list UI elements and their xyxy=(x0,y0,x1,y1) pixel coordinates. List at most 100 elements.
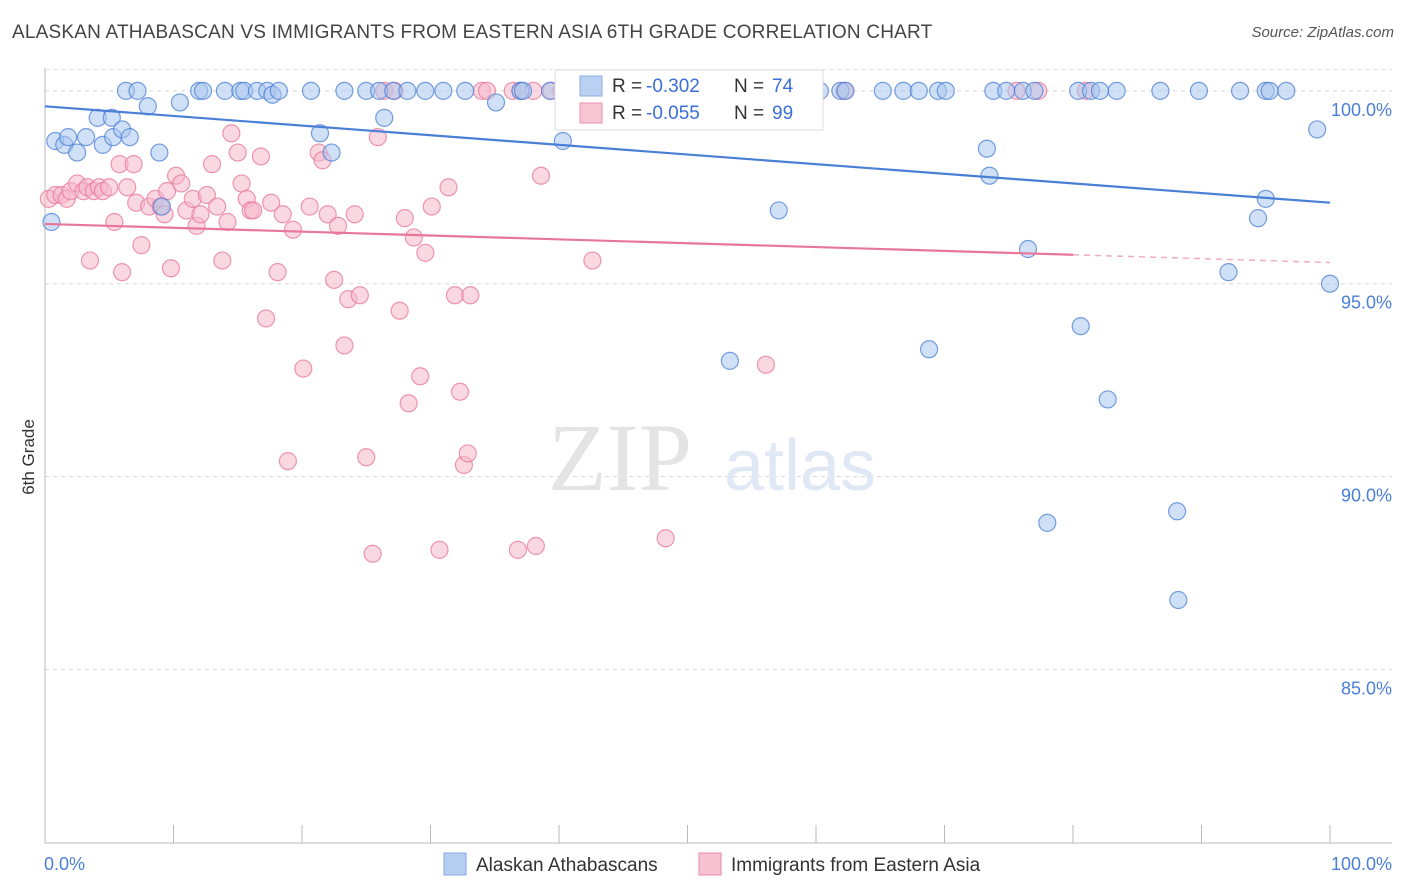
point-eastern-asia xyxy=(318,205,337,224)
watermark-atlas: atlas xyxy=(724,426,876,506)
point-athabascan xyxy=(997,81,1016,100)
point-eastern-asia xyxy=(399,394,418,413)
trend-line-solid xyxy=(44,222,1074,256)
point-eastern-asia xyxy=(251,147,270,166)
legend-swatch-blue xyxy=(579,75,603,97)
point-eastern-asia xyxy=(112,263,132,282)
point-athabascan xyxy=(909,81,928,100)
point-eastern-asia xyxy=(262,193,281,212)
point-eastern-asia xyxy=(278,452,297,471)
point-eastern-asia xyxy=(191,205,210,224)
legend-r-label-2: R = xyxy=(612,103,642,124)
trend-lines xyxy=(44,105,1331,264)
point-eastern-asia xyxy=(172,174,191,193)
point-athabascan xyxy=(1107,81,1126,100)
point-athabascan xyxy=(1098,390,1117,409)
point-eastern-asia xyxy=(222,124,241,143)
point-athabascan xyxy=(150,143,169,162)
point-athabascan xyxy=(1167,502,1187,521)
point-eastern-asia xyxy=(363,544,382,563)
point-eastern-asia xyxy=(395,209,414,228)
point-eastern-asia xyxy=(422,197,441,216)
gridlines xyxy=(45,69,1392,670)
point-eastern-asia xyxy=(100,178,119,197)
point-eastern-asia xyxy=(357,448,376,467)
point-eastern-asia xyxy=(268,263,287,282)
point-eastern-asia xyxy=(328,216,348,235)
y-tick-label: 100.0% xyxy=(1331,100,1392,120)
point-athabascan xyxy=(919,340,939,359)
point-eastern-asia xyxy=(208,197,227,216)
point-eastern-asia xyxy=(526,536,545,556)
point-athabascan xyxy=(1219,263,1238,282)
x-tick-label: 100.0% xyxy=(1331,854,1392,874)
point-eastern-asia xyxy=(390,301,409,320)
point-athabascan xyxy=(513,81,533,100)
legend-swatch-pink xyxy=(579,102,603,124)
point-eastern-asia xyxy=(80,251,100,270)
point-eastern-asia xyxy=(450,382,470,401)
legend-r-label-1: R = xyxy=(612,76,642,97)
bottom-legend: Alaskan Athabascans Immigrants from East… xyxy=(443,852,981,876)
point-athabascan xyxy=(486,93,506,112)
point-eastern-asia xyxy=(335,336,354,355)
point-athabascan xyxy=(375,108,394,127)
y-tick-label: 95.0% xyxy=(1341,293,1392,313)
point-athabascan xyxy=(1308,120,1327,139)
point-athabascan xyxy=(1260,81,1279,100)
point-athabascan xyxy=(120,128,139,147)
legend-n-label-2: N = xyxy=(734,103,764,124)
y-tick-label: 85.0% xyxy=(1341,678,1392,698)
legend-n-label-1: N = xyxy=(734,76,764,97)
legend-n-value-1: 74 xyxy=(772,76,794,97)
point-athabascan xyxy=(138,97,157,116)
point-eastern-asia xyxy=(656,529,675,548)
chart-title: ALASKAN ATHABASCAN VS IMMIGRANTS FROM EA… xyxy=(12,22,933,43)
y-axis-label: 6th Grade xyxy=(19,419,38,495)
point-eastern-asia xyxy=(132,236,151,255)
point-eastern-asia xyxy=(232,174,251,193)
point-athabascan xyxy=(193,81,213,100)
point-eastern-asia xyxy=(461,286,480,305)
point-eastern-asia xyxy=(368,128,387,147)
point-athabascan xyxy=(1320,274,1340,293)
point-eastern-asia xyxy=(411,367,430,386)
point-eastern-asia xyxy=(197,185,217,205)
point-athabascan xyxy=(1169,590,1188,610)
point-eastern-asia xyxy=(325,270,344,289)
point-eastern-asia xyxy=(345,205,364,224)
point-athabascan xyxy=(59,128,78,147)
point-eastern-asia xyxy=(294,359,313,378)
point-eastern-asia xyxy=(218,212,237,232)
point-athabascan xyxy=(310,124,330,143)
point-eastern-asia xyxy=(430,540,449,559)
point-athabascan xyxy=(102,108,121,127)
point-athabascan xyxy=(269,81,288,100)
point-athabascan xyxy=(1071,317,1090,336)
point-athabascan xyxy=(1277,81,1296,100)
point-athabascan xyxy=(152,197,172,216)
point-athabascan xyxy=(720,351,740,370)
legend-r-value-1: -0.302 xyxy=(646,76,700,97)
point-eastern-asia xyxy=(300,197,319,216)
point-athabascan xyxy=(170,93,190,112)
chart-source: Source: ZipAtlas.com xyxy=(1251,24,1394,41)
point-athabascan xyxy=(77,128,96,147)
bottom-legend-swatch-blue xyxy=(443,852,467,876)
point-eastern-asia xyxy=(756,355,775,374)
watermark-zip: ZIP xyxy=(548,404,692,511)
legend-box: R = -0.302 N = 74 R = -0.055 N = 99 xyxy=(554,69,824,131)
point-eastern-asia xyxy=(124,155,143,174)
point-eastern-asia xyxy=(118,178,137,197)
point-eastern-asia xyxy=(458,444,477,463)
point-athabascan xyxy=(301,81,321,100)
point-athabascan xyxy=(894,81,913,100)
point-athabascan xyxy=(769,201,788,220)
point-athabascan xyxy=(553,131,572,151)
point-eastern-asia xyxy=(213,251,232,270)
point-athabascan xyxy=(936,81,955,100)
point-eastern-asia xyxy=(228,143,247,162)
point-eastern-asia xyxy=(350,286,369,305)
point-athabascan xyxy=(322,143,341,162)
